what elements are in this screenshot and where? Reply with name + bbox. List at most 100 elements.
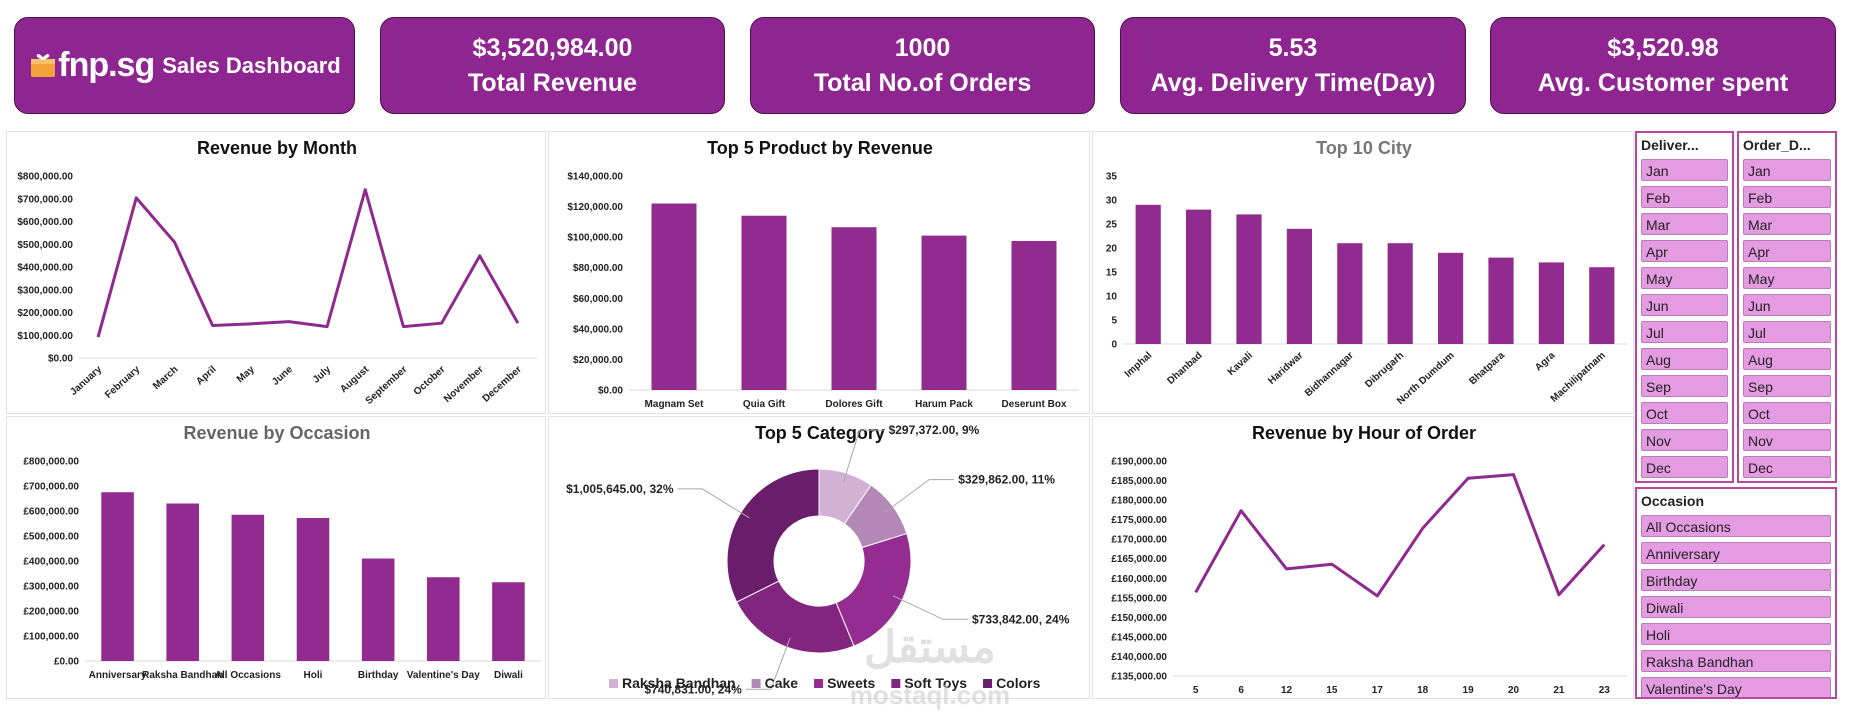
x-tick-label: 18 (1417, 685, 1429, 696)
x-tick-label: 21 (1553, 685, 1565, 696)
bar (427, 577, 460, 661)
chart-title: Top 5 Category (755, 423, 885, 443)
x-tick-label: Quia Gift (743, 399, 786, 410)
doughnut-slice (735, 580, 855, 654)
doughnut-slice (726, 468, 820, 603)
x-tick-label: April (194, 364, 218, 388)
bar (1387, 243, 1413, 344)
chart: Top 5 Product by Revenue $0.00 $20,000.00 $… (567, 138, 1079, 410)
kpi-card: 1000 Total No.of Orders (750, 17, 1095, 114)
chart-panel: Revenue by Occasion £0.00 £100,000.00 £200,… (6, 416, 546, 699)
x-tick-label: Imphal (1123, 350, 1154, 380)
slicer-item[interactable]: Diwali (1641, 596, 1831, 618)
y-tick-label: £400,000.00 (23, 557, 79, 568)
legend-swatch (609, 679, 618, 688)
chart-title: Revenue by Occasion (183, 423, 370, 443)
x-tick-label: Magnam Set (645, 399, 705, 410)
chart: Revenue by Occasion £0.00 £100,000.00 £200,… (23, 423, 541, 681)
legend-label: Cake (765, 675, 799, 691)
bar (1589, 267, 1615, 344)
slicer-item[interactable]: May (1641, 267, 1728, 289)
slicer-item[interactable]: Apr (1743, 240, 1831, 262)
x-tick-label: Raksha Bandhan (142, 670, 223, 681)
x-tick-label: Kavali (1226, 350, 1255, 378)
logo-icon (31, 53, 56, 77)
x-tick-label: Bidhannagar (1303, 350, 1356, 399)
slicer-item[interactable]: Jan (1743, 159, 1831, 181)
y-tick-label: £165,000.00 (1111, 554, 1167, 565)
chart-panel: Revenue by Month $0.00 $100,000.00 $200,000… (6, 131, 546, 414)
data-label: $329,862.00, 11% (958, 473, 1055, 487)
bar (231, 514, 265, 661)
y-tick-label: 20 (1106, 244, 1118, 255)
slicer-item[interactable]: Birthday (1641, 569, 1831, 591)
slicer-item[interactable]: Sep (1743, 375, 1831, 397)
y-tick-label: $100,000.00 (17, 331, 73, 342)
slicer-item[interactable]: Sep (1641, 375, 1728, 397)
y-tick-label: £190,000.00 (1111, 457, 1167, 468)
x-tick-label: July (311, 364, 334, 386)
slicer-item[interactable]: Dec (1743, 456, 1831, 478)
slicer-item[interactable]: Mar (1743, 213, 1831, 235)
y-tick-label: $700,000.00 (17, 194, 73, 205)
x-tick-label: Valentine's Day (407, 670, 480, 681)
slicer-item[interactable]: Mar (1641, 213, 1728, 235)
slicer-item[interactable]: Apr (1641, 240, 1728, 262)
slicer-item[interactable]: Oct (1641, 402, 1728, 424)
y-tick-label: $300,000.00 (17, 285, 73, 296)
bar (1236, 214, 1262, 344)
y-tick-label: 5 (1111, 316, 1117, 327)
x-tick-label: March (151, 364, 180, 392)
slicer-item[interactable]: Valentine's Day (1641, 677, 1831, 697)
slicer-item[interactable]: All Occasions (1641, 515, 1831, 537)
x-tick-label: Deserunt Box (1001, 399, 1066, 410)
slicer-item[interactable]: Jul (1743, 321, 1831, 343)
slicer-item[interactable]: Anniversary (1641, 542, 1831, 564)
y-tick-label: £150,000.00 (1111, 613, 1167, 624)
slicer-item[interactable]: Holi (1641, 623, 1831, 645)
slicer-item[interactable]: May (1743, 267, 1831, 289)
slicer-item[interactable]: Jun (1641, 294, 1728, 316)
kpi-label: Total Revenue (467, 69, 638, 97)
y-tick-label: £800,000.00 (23, 457, 79, 468)
bar (1286, 228, 1312, 344)
logo-text: fnp.sg (58, 46, 155, 84)
slicer-item[interactable]: Feb (1743, 186, 1831, 208)
x-tick-label: 23 (1599, 685, 1611, 696)
kpi-card: $3,520.98 Avg. Customer spent (1490, 17, 1836, 114)
kpi-label: Avg. Customer spent (1537, 69, 1789, 97)
x-tick-label: 6 (1238, 685, 1244, 696)
leader-line (893, 595, 968, 620)
y-tick-label: $800,000.00 (17, 172, 73, 183)
slicer-item[interactable]: Feb (1641, 186, 1728, 208)
slicer-item[interactable]: Aug (1743, 348, 1831, 370)
line (96, 188, 520, 338)
y-tick-label: £175,000.00 (1111, 515, 1167, 526)
slicer-item[interactable]: Dec (1641, 456, 1728, 478)
slicer-item[interactable]: Nov (1743, 429, 1831, 451)
dashboard-title: Sales Dashboard (162, 52, 341, 78)
slicer-title: Occasion (1641, 493, 1705, 509)
chart-title: Revenue by Hour of Order (1252, 423, 1476, 443)
slicer-item[interactable]: Aug (1641, 348, 1728, 370)
legend-label: Soft Toys (904, 675, 967, 691)
slicer: Order_D... Jan Feb Mar Apr May Jun Jul Aug Sep Oct… (1737, 131, 1837, 483)
slicer-item[interactable]: Jan (1641, 159, 1728, 181)
y-tick-label: $80,000.00 (573, 263, 623, 274)
slicer-item[interactable]: Raksha Bandhan (1641, 650, 1831, 672)
bar (741, 215, 787, 390)
slicer-item[interactable]: Jul (1641, 321, 1728, 343)
slicer: Deliver... Jan Feb Mar Apr May Jun Jul Aug Sep Oct… (1635, 131, 1734, 483)
slicer-item[interactable]: Oct (1743, 402, 1831, 424)
legend-swatch (891, 679, 901, 688)
x-tick-label: All Occasions (215, 670, 282, 681)
kpi-value: 5.53 (1268, 34, 1318, 62)
slicer-item[interactable]: Jun (1743, 294, 1831, 316)
slicer-item[interactable]: Nov (1641, 429, 1728, 451)
chart: Revenue by Month $0.00 $100,000.00 $200,000… (17, 138, 537, 407)
chart-title: Revenue by Month (197, 138, 357, 158)
y-tick-label: $400,000.00 (17, 263, 73, 274)
x-tick-label: Diwali (494, 670, 523, 681)
x-tick-label: June (270, 364, 295, 388)
